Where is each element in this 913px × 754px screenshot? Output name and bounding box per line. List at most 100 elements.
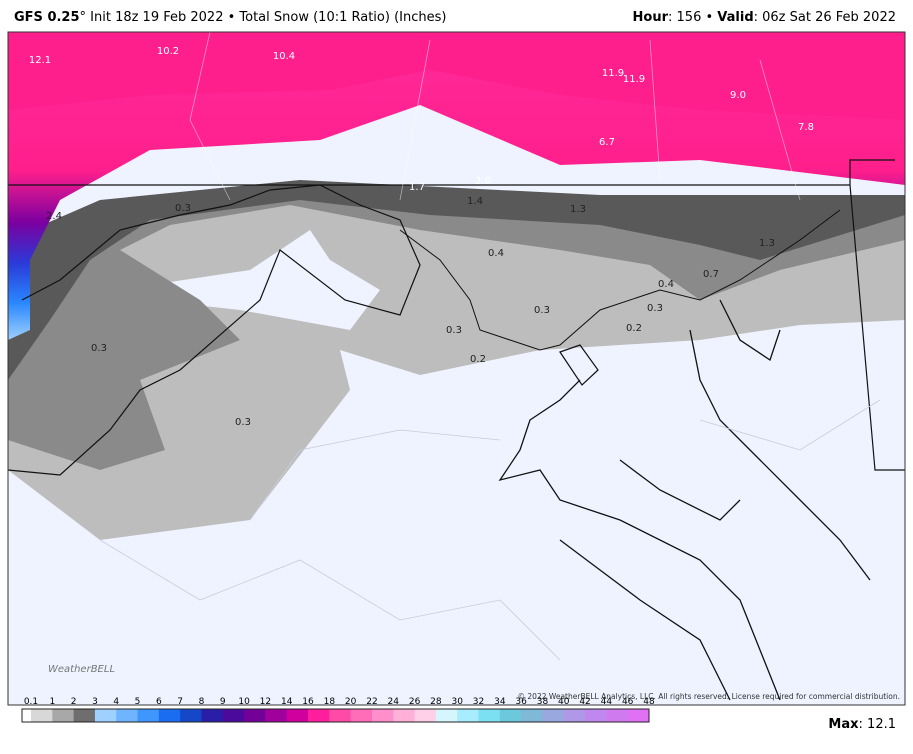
snow-label: 7.8 [798, 122, 814, 133]
legend-swatch [414, 709, 437, 722]
legend-tick-label: 9 [220, 697, 226, 707]
legend-tick-label: 26 [409, 697, 421, 707]
run-info: ° Init 18z 19 Feb 2022 • Total Snow (10:… [80, 10, 447, 25]
hour-value: : 156 • [668, 10, 717, 25]
max-value: : 12.1 [859, 717, 896, 732]
legend-tick-label: 16 [302, 697, 314, 707]
legend-tick-label: 48 [643, 697, 655, 707]
snow-label: 0.3 [647, 303, 663, 314]
legend-tick-label: 42 [579, 697, 590, 707]
snow-label: 0.3 [175, 203, 191, 214]
snow-label: 6.7 [599, 137, 615, 148]
legend-tick-label: 46 [622, 697, 634, 707]
snow-label: 1.7 [409, 182, 425, 193]
legend-tick-label: 4 [113, 697, 119, 707]
legend-swatch [350, 709, 373, 722]
legend-tick-label: 8 [199, 697, 205, 707]
legend-swatch [521, 709, 543, 722]
legend-swatch [499, 709, 522, 722]
legend-tick-label: 10 [238, 697, 250, 707]
valid-value: : 06z Sat 26 Feb 2022 [754, 10, 896, 25]
legend-swatch [22, 709, 31, 722]
snow-label: 11.9 [602, 68, 624, 79]
max-label: Max [828, 717, 859, 732]
legend-swatch [158, 709, 181, 722]
snow-label: 0.3 [534, 305, 550, 316]
legend-tick-label: 36 [515, 697, 527, 707]
copyright: © 2022 WeatherBELL Analytics, LLC. All r… [518, 692, 900, 701]
legend-tick-label: 7 [177, 697, 183, 707]
legend-tick-label: 0.1 [24, 697, 38, 707]
legend-swatch [371, 709, 394, 722]
legend-tick-label: 12 [260, 697, 271, 707]
legend-swatch [201, 709, 224, 722]
legend-swatch [265, 709, 288, 722]
snow-label: 1.4 [467, 196, 483, 207]
legend-swatch [606, 709, 629, 722]
max-readout: Max: 12.1 [828, 717, 896, 732]
legend-swatch [563, 709, 586, 722]
logo: WeatherBELL [48, 664, 115, 675]
snow-label: 2.0 [475, 176, 491, 187]
legend-tick-label: 3 [92, 697, 98, 707]
legend-tick-label: 20 [345, 697, 357, 707]
legend-tick-label: 14 [281, 697, 293, 707]
snow-label: 10.2 [157, 46, 179, 57]
snow-label: 0.3 [446, 325, 462, 336]
snow-label: 11.9 [623, 74, 645, 85]
legend-tick-label: 1 [49, 697, 55, 707]
legend-swatch [329, 709, 352, 722]
snow-label: 0.3 [91, 343, 107, 354]
legend-swatch [627, 709, 650, 722]
legend-swatch [585, 709, 607, 722]
legend-swatch [31, 709, 53, 722]
legend-swatch [52, 709, 75, 722]
legend-swatch [73, 709, 96, 722]
legend-swatch [244, 709, 266, 722]
legend-swatch [308, 709, 330, 722]
legend-tick-label: 22 [366, 697, 377, 707]
snow-label: 0.7 [703, 269, 719, 280]
model: GFS 0.25 [14, 10, 80, 25]
snow-label: 0.4 [488, 248, 504, 259]
legend-swatch [137, 709, 160, 722]
legend-swatch [286, 709, 309, 722]
legend-swatch [94, 709, 117, 722]
legend-swatch [393, 709, 416, 722]
snow-label: 1.3 [570, 204, 586, 215]
legend-swatch [180, 709, 202, 722]
snow-label: 2.4 [46, 211, 62, 222]
legend-tick-label: 5 [135, 697, 141, 707]
legend-tick-label: 34 [494, 697, 506, 707]
legend-tick-label: 38 [537, 697, 549, 707]
legend-tick-label: 24 [388, 697, 400, 707]
snow-label: 9.0 [730, 90, 746, 101]
legend-tick-label: 40 [558, 697, 570, 707]
legend-tick-label: 30 [451, 697, 463, 707]
header-right: Hour: 156 • Valid: 06z Sat 26 Feb 2022 [633, 10, 896, 25]
snow-label: 0.3 [235, 417, 251, 428]
legend-tick-label: 32 [473, 697, 484, 707]
snow-label: 0.4 [658, 279, 674, 290]
legend-tick-label: 2 [71, 697, 77, 707]
legend-frame [21, 708, 650, 723]
legend: 0.1 1 2 3 4 5 6 7 8 9 10 12 14 16 18 20 22 24 26 28 30 32 34 36… [21, 697, 655, 723]
legend-swatch [222, 709, 245, 722]
legend-swatch [116, 709, 139, 722]
legend-tick-label: 6 [156, 697, 162, 707]
snow-label: 12.1 [29, 55, 51, 66]
legend-swatch [457, 709, 480, 722]
legend-tick-label: 18 [324, 697, 336, 707]
hour-label: Hour [633, 10, 669, 25]
legend-swatch [478, 709, 501, 722]
legend-tick-label: 28 [430, 697, 442, 707]
legend-tick-label: 44 [601, 697, 613, 707]
snow-label: 0.2 [470, 354, 486, 365]
header-left: GFS 0.25° Init 18z 19 Feb 2022 • Total S… [14, 10, 446, 25]
snow-label: 10.4 [273, 51, 295, 62]
legend-swatch [542, 709, 565, 722]
snow-label: 1.3 [759, 238, 775, 249]
map: 12.110.2 10.411.911.99.07.86.72.40.31.72.… [7, 31, 906, 706]
legend-swatch [435, 709, 458, 722]
